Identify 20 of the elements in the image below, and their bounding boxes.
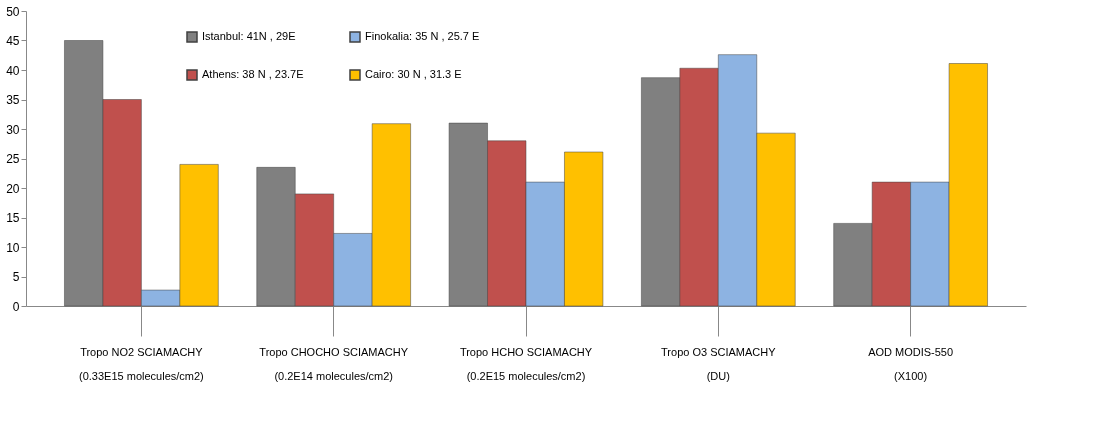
y-tick-label: 25 <box>6 152 20 166</box>
y-tick-label: 10 <box>6 240 20 255</box>
x-tick-label: Tropo CHOCHO SCIAMACHY (0.2E14 molecules/cm2) <box>259 345 409 382</box>
y-tick-label: 15 <box>6 211 20 225</box>
y-tick-label: 5 <box>12 270 20 284</box>
x-tick-label: AOD MODIS-550 (X100) <box>868 345 954 382</box>
x-tick-label: Tropo HCHO SCIAMACHY (0.2E15 molecules/cm2) <box>459 345 593 382</box>
y-tick-label: 30 <box>6 122 20 137</box>
legend-label: Finokalia: 35 N , 25.7 E <box>365 30 480 42</box>
legend-label: Cairo: 30 N , 31.3 E <box>365 68 462 80</box>
x-tick-label: Tropo NO2 SCIAMACHY (0.33E15 molecules/cm2) <box>79 345 204 382</box>
legend-label: Athens: 38 N , 23.7E <box>202 68 304 80</box>
x-tick-label: Tropo O3 SCIAMACHY (DU) <box>661 345 777 382</box>
y-tick-label: 20 <box>6 181 20 196</box>
y-tick-label: 0 <box>12 299 20 314</box>
y-tick-label: 50 <box>6 4 20 19</box>
y-tick-label: 40 <box>6 63 20 78</box>
y-tick-label: 35 <box>6 93 20 107</box>
legend-label: Istanbul: 41N , 29E <box>202 30 296 42</box>
y-tick-label: 45 <box>6 34 20 48</box>
